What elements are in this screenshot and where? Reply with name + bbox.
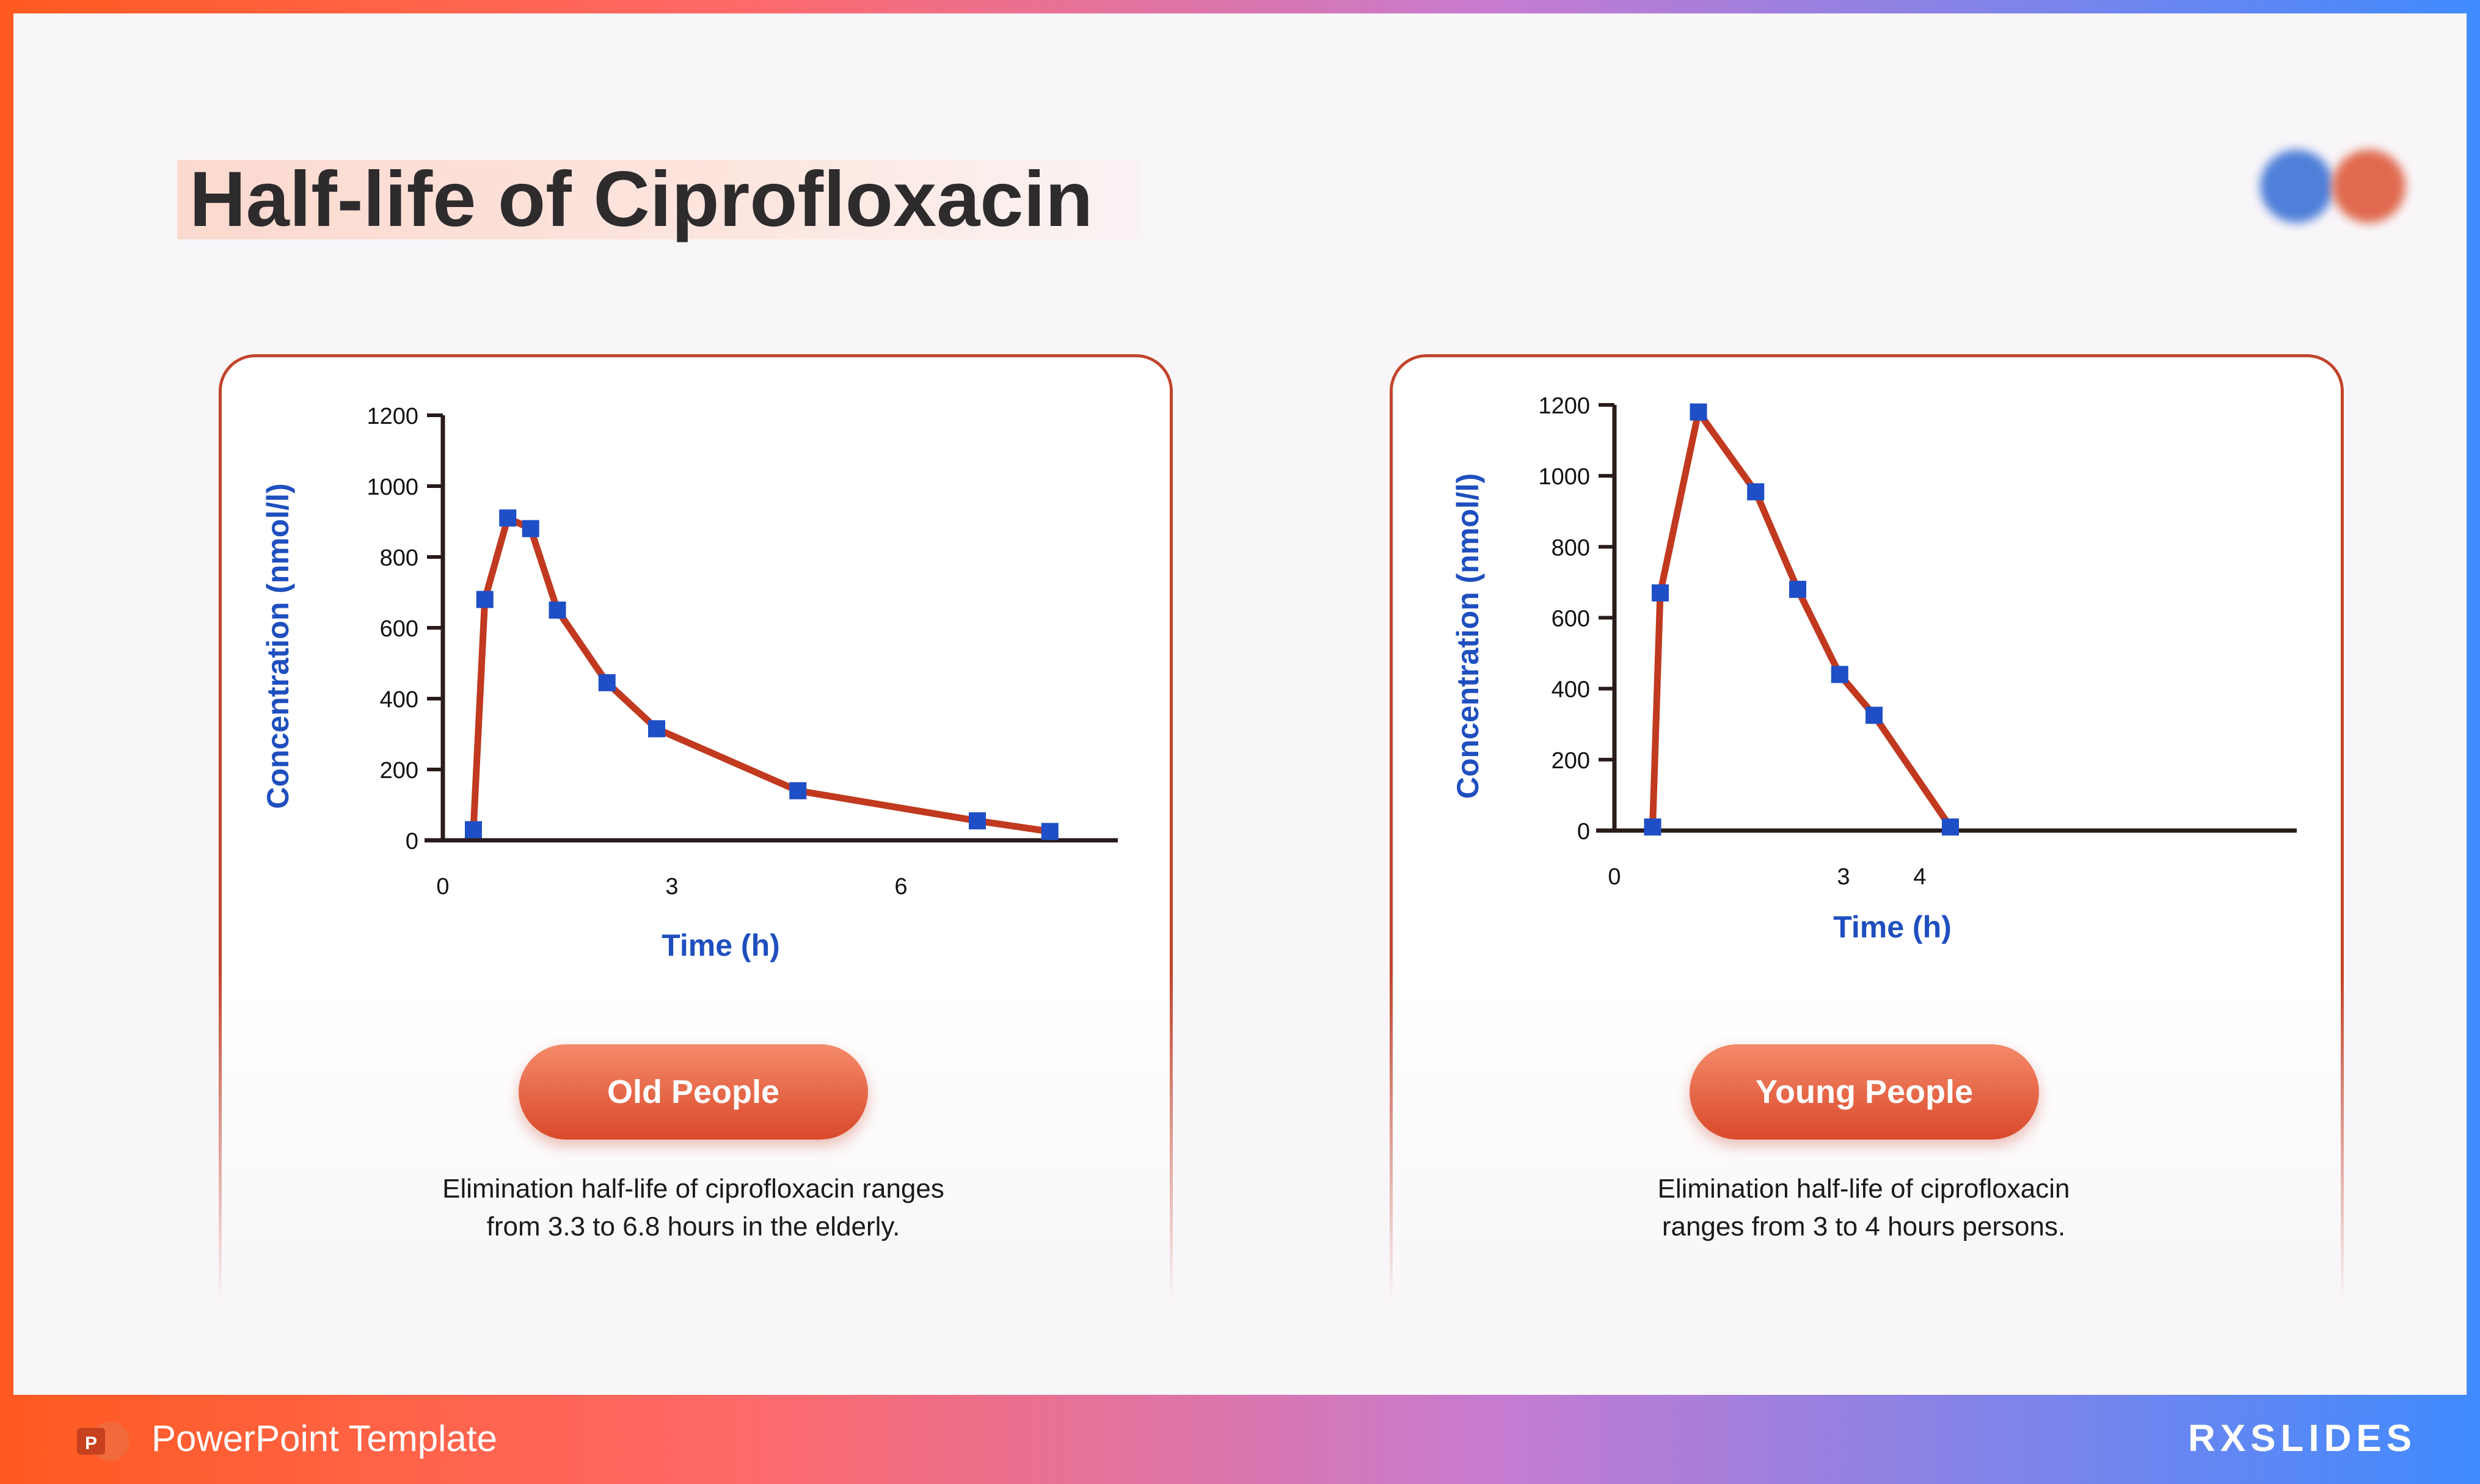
young-y-tick-label: 400 [1552, 677, 1590, 703]
young-data-point [1690, 403, 1707, 421]
decorative-blue-dot [2260, 150, 2333, 223]
young-y-tick-label: 200 [1552, 748, 1590, 774]
old-x-tick-label: 6 [894, 874, 907, 900]
old-x-axis-title: Time (h) [662, 928, 780, 962]
decorative-red-dot [2332, 150, 2405, 223]
young-series-line [1649, 409, 1954, 831]
young-y-tick-label: 800 [1552, 535, 1590, 561]
young-data-point [1942, 818, 1959, 836]
young-data-point [1652, 584, 1669, 602]
old-y-tick-label: 800 [380, 545, 418, 571]
old-data-point [1041, 823, 1059, 840]
page-title: Half-life of Ciprofloxacin [189, 156, 1093, 243]
old-series-line [470, 514, 1054, 835]
young-data-point [1789, 581, 1806, 598]
young-data-point [1644, 818, 1661, 836]
title-highlight: Half-life of Ciprofloxacin [177, 160, 1142, 239]
young-data-point [1865, 707, 1883, 724]
old-data-point [598, 674, 616, 691]
young-people-label-button[interactable]: Young People [1690, 1044, 2039, 1140]
footer-template-label: PowerPoint Template [151, 1418, 497, 1459]
powerpoint-icon: P [77, 1422, 129, 1461]
young-desc-line1: Elimination half-life of ciprofloxacin [1657, 1174, 2070, 1204]
old-x-tick-label: 0 [436, 874, 449, 900]
old-data-point [522, 520, 539, 537]
young-y-tick-label: 1000 [1538, 464, 1590, 490]
young-people-description: Elimination half-life of ciprofloxacin r… [1528, 1170, 2200, 1246]
old-y-axis-title: Concentration (nmol/l) [261, 483, 295, 809]
old-desc-line2: from 3.3 to 6.8 hours in the elderly. [486, 1212, 900, 1242]
old-y-tick-label: 200 [380, 758, 418, 784]
old-y-tick-label: 600 [380, 616, 418, 642]
old-data-point [969, 812, 986, 830]
old-data-point [476, 591, 494, 608]
young-data-point [1831, 666, 1848, 683]
svg-text:P: P [85, 1433, 97, 1453]
old-x-tick-label: 3 [665, 874, 678, 900]
old-y-tick-label: 1200 [367, 404, 418, 429]
old-data-point [789, 782, 807, 799]
young-y-tick-label: 0 [1577, 819, 1590, 845]
old-data-point [465, 821, 482, 838]
young-x-axis-title: Time (h) [1833, 910, 1952, 944]
old-y-tick-label: 1000 [367, 475, 418, 500]
old-data-point [499, 509, 517, 527]
young-y-axis-title: Concentration (nmol/l) [1451, 473, 1485, 799]
old-people-label-button[interactable]: Old People [519, 1044, 868, 1140]
old-people-description: Elimination half-life of ciprofloxacin r… [357, 1170, 1029, 1246]
young-x-tick-label: 4 [1913, 864, 1926, 890]
brand-logo: RXSLIDES [2188, 1417, 2417, 1460]
young-y-tick-label: 600 [1552, 606, 1590, 632]
young-x-tick-label: 3 [1837, 864, 1850, 890]
old-data-point [648, 720, 665, 738]
old-desc-line1: Elimination half-life of ciprofloxacin r… [442, 1174, 944, 1204]
young-desc-line2: ranges from 3 to 4 hours persons. [1661, 1212, 2066, 1242]
young-x-tick-label: 0 [1608, 864, 1621, 890]
young-y-tick-label: 1200 [1538, 393, 1590, 419]
young-data-point [1747, 483, 1765, 501]
old-y-tick-label: 0 [406, 829, 418, 854]
old-data-point [549, 602, 566, 619]
old-y-tick-label: 400 [380, 687, 418, 713]
